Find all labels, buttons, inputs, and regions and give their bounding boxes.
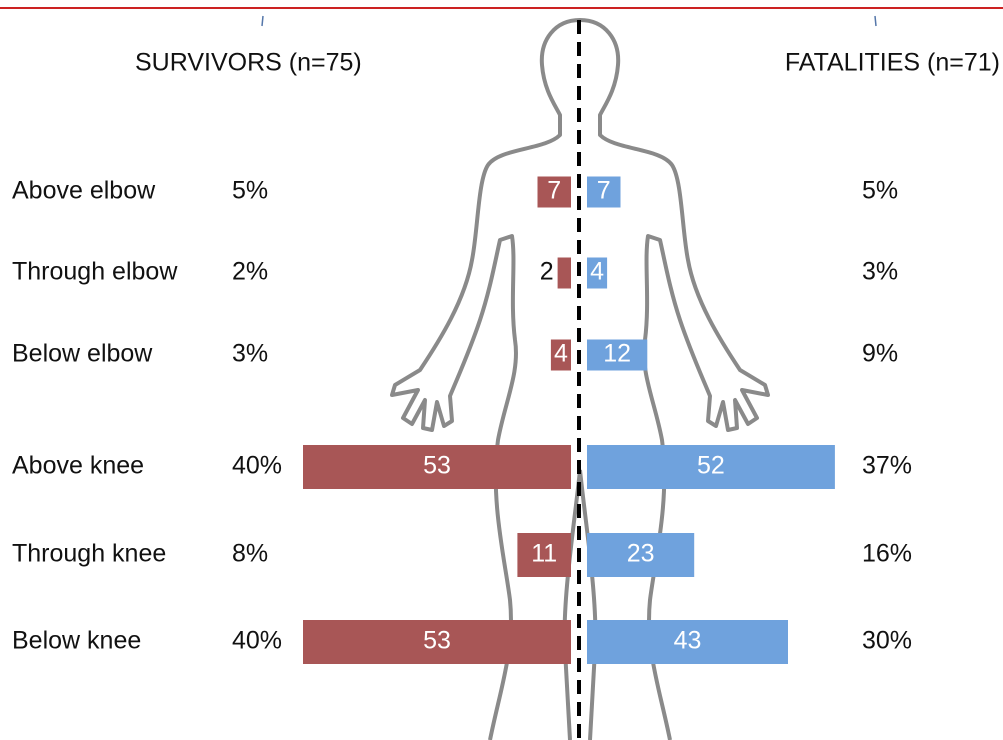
count-label: 52 <box>697 452 725 480</box>
count-label: 11 <box>531 540 557 568</box>
bar <box>587 620 788 664</box>
tick-decor <box>261 15 264 27</box>
bar <box>587 339 648 371</box>
count-label: 7 <box>597 177 611 205</box>
marks: Above elbow 5% 7 5% 7 Through elbow 2% 2 3% 4 Belo… <box>12 176 912 664</box>
percent-label: 9% <box>862 340 898 368</box>
percent-label: 16% <box>862 540 912 568</box>
category-label: Above knee <box>12 452 144 480</box>
bar <box>550 339 571 371</box>
percent-label: 40% <box>232 452 282 480</box>
bar <box>587 445 835 489</box>
tick-decor <box>874 15 877 27</box>
right-heading: FATALITIES (n=71) <box>785 49 1000 77</box>
percent-label: 5% <box>862 177 898 205</box>
bar <box>537 176 571 208</box>
percent-label: 3% <box>862 258 898 286</box>
category-label: Below elbow <box>12 340 153 368</box>
percent-label: 40% <box>232 627 282 655</box>
bar <box>303 445 571 489</box>
bar <box>517 533 571 577</box>
percent-label: 5% <box>232 177 268 205</box>
count-label: 4 <box>590 258 604 286</box>
percent-label: 30% <box>862 627 912 655</box>
category-label: Through knee <box>12 540 166 568</box>
percent-label: 2% <box>232 258 268 286</box>
percent-label: 8% <box>232 540 268 568</box>
count-label: 7 <box>547 177 561 205</box>
percent-label: 37% <box>862 452 912 480</box>
percent-label: 3% <box>232 340 268 368</box>
count-label: 2 <box>540 258 554 286</box>
count-label: 23 <box>627 540 655 568</box>
bar <box>587 176 621 208</box>
category-label: Below knee <box>12 627 141 655</box>
count-label: 43 <box>674 627 702 655</box>
count-label: 4 <box>554 340 568 368</box>
bar <box>557 257 571 289</box>
bar <box>587 257 608 289</box>
bar <box>587 533 695 577</box>
count-label: 53 <box>423 452 451 480</box>
left-heading: SURVIVORS (n=75) <box>135 49 362 77</box>
bar <box>303 620 571 664</box>
count-label: 12 <box>603 340 631 368</box>
category-label: Above elbow <box>12 177 156 205</box>
count-label: 53 <box>423 627 451 655</box>
category-label: Through elbow <box>12 258 178 286</box>
